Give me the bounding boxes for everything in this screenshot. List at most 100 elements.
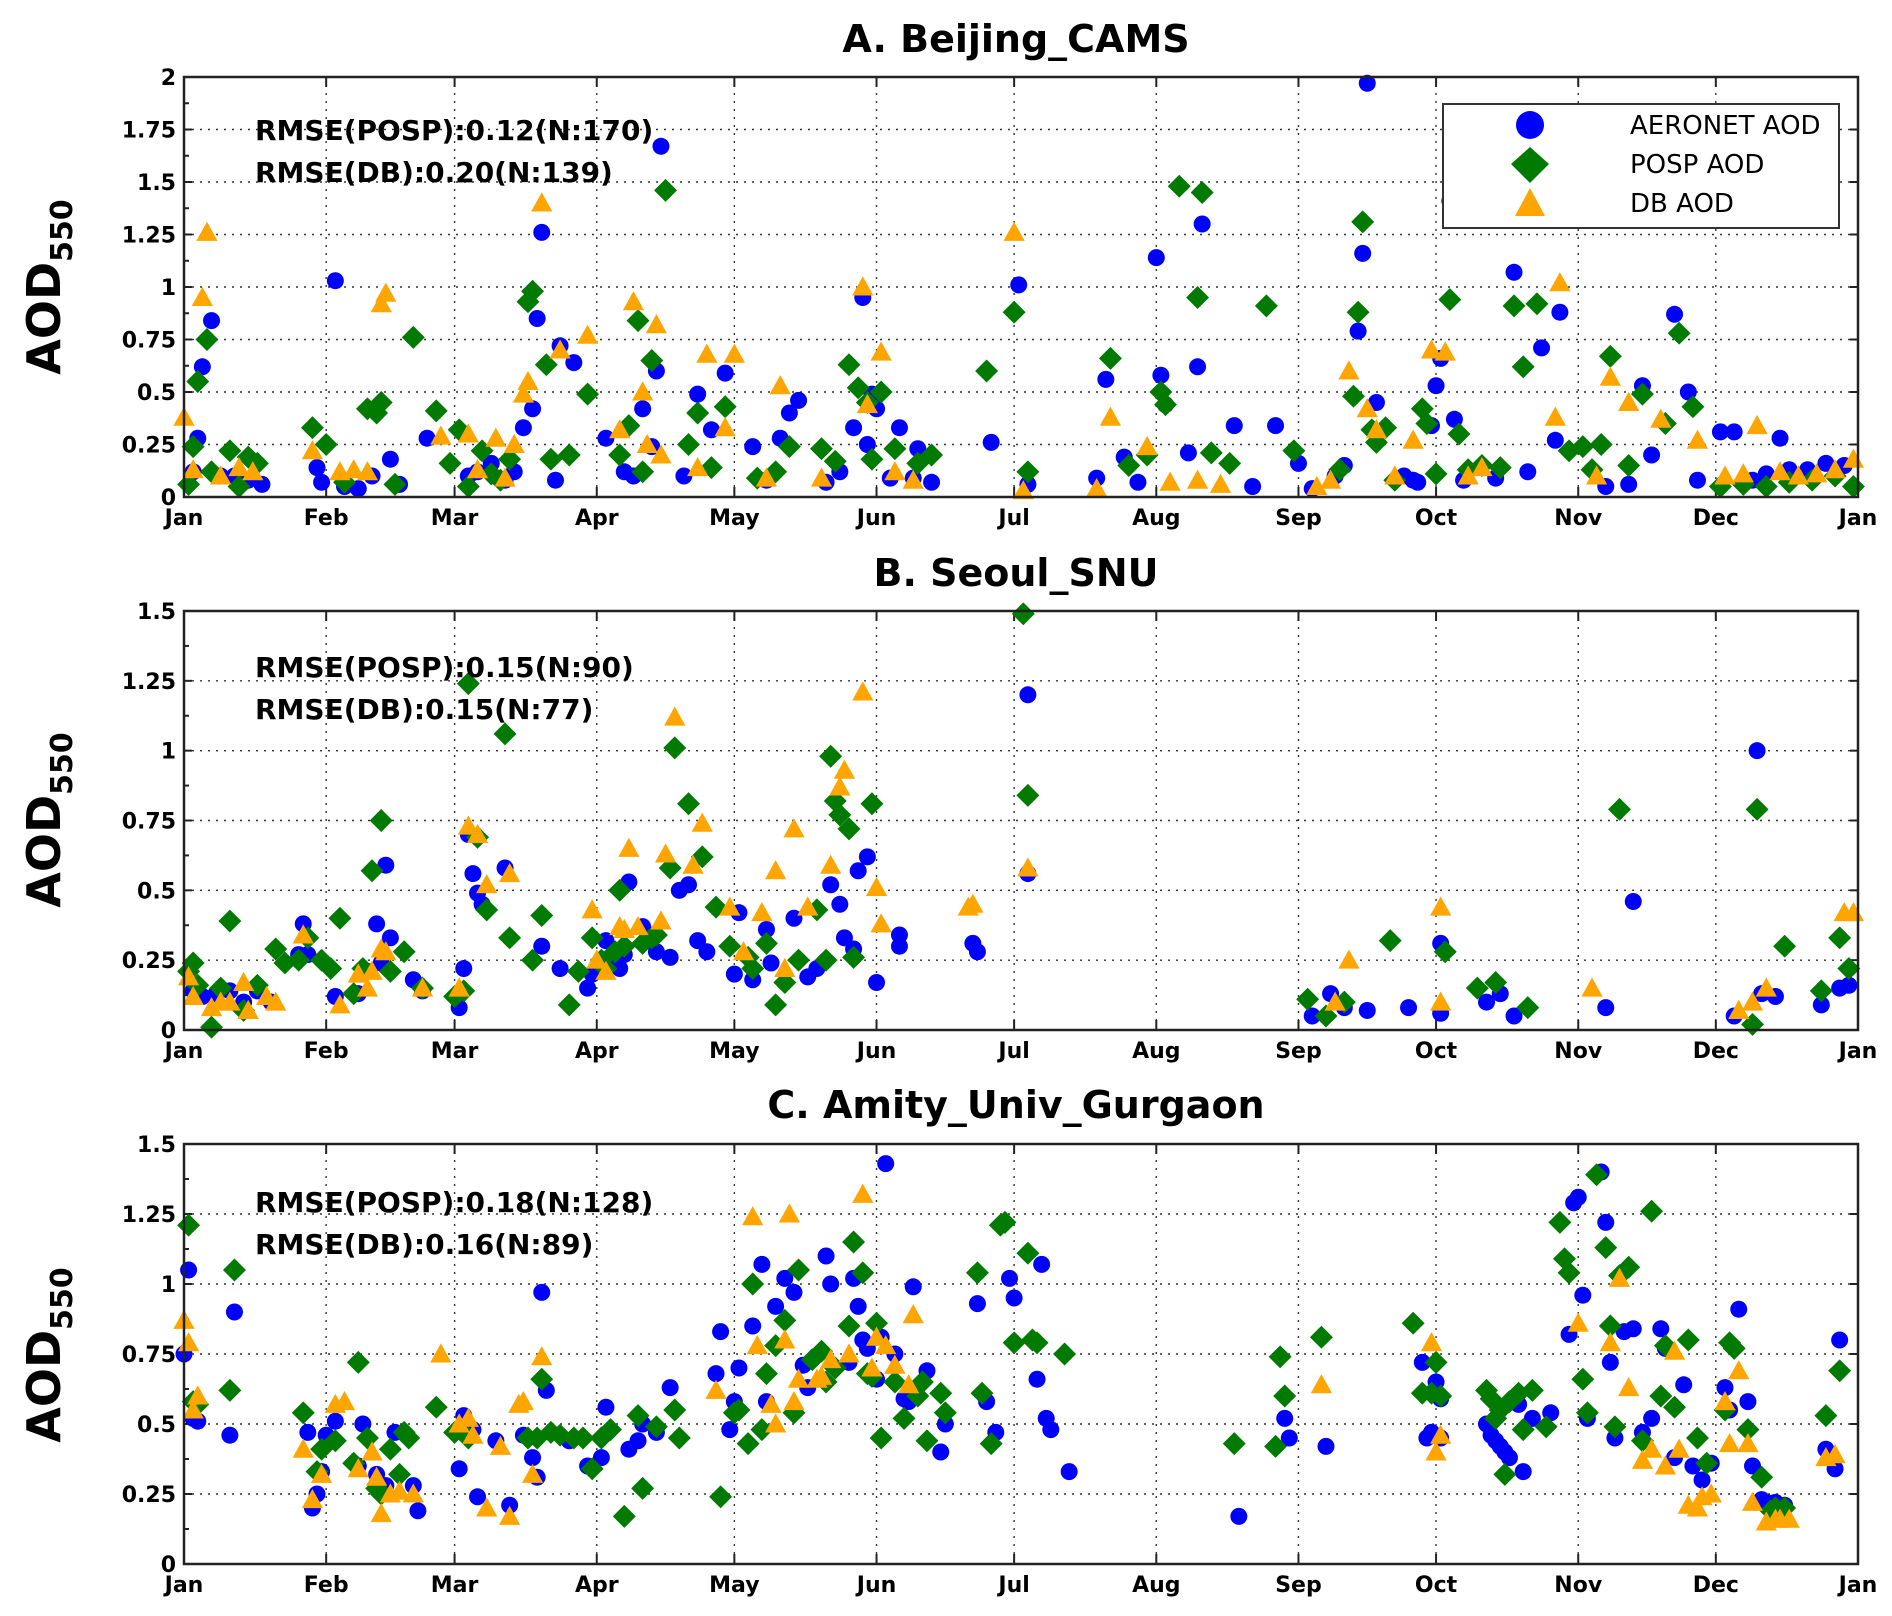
posp-point xyxy=(346,1350,370,1374)
aeronet-point xyxy=(634,400,652,418)
db-point xyxy=(485,427,507,447)
posp-point xyxy=(475,898,499,922)
aeronet-point xyxy=(1367,394,1385,411)
posp-point xyxy=(530,1367,554,1391)
db-point xyxy=(1003,221,1025,241)
posp-point xyxy=(1484,971,1508,994)
x-tick-label: Aug xyxy=(1132,1039,1180,1064)
db-point xyxy=(746,1334,768,1355)
db-point xyxy=(723,343,745,363)
posp-point xyxy=(355,397,379,421)
db-point xyxy=(489,1435,512,1455)
db-point xyxy=(200,997,223,1017)
db-point xyxy=(898,1374,920,1394)
x-tick-label: Jun xyxy=(855,1573,897,1598)
db-point xyxy=(1434,341,1456,361)
posp-point xyxy=(1814,1404,1838,1428)
x-tick-label: Mar xyxy=(431,1573,479,1598)
posp-point xyxy=(754,931,778,955)
x-tick-label: Aug xyxy=(1132,1573,1180,1598)
db-point xyxy=(1365,419,1388,439)
x-tick-label: Jul xyxy=(996,1573,1029,1598)
aeronet-point xyxy=(514,419,532,437)
aeronet-point xyxy=(1152,366,1170,384)
panel-b-seoul: B. Seoul_SNU AOD550 0 0.25 0.5 0.75 1 1.25 1.5… xyxy=(17,551,1877,1064)
y-tick-label: 0.75 xyxy=(122,329,176,354)
aeronet-point xyxy=(1624,1320,1642,1338)
posp-point xyxy=(1309,1325,1333,1349)
posp-point xyxy=(401,325,425,349)
db-point xyxy=(448,977,470,997)
db-point xyxy=(343,459,365,479)
db-point xyxy=(810,467,833,487)
posp-point xyxy=(273,951,297,975)
aeronet-point xyxy=(1666,305,1684,323)
db-point xyxy=(375,282,397,302)
db-point xyxy=(902,1304,924,1324)
svg-text:AOD550: AOD550 xyxy=(17,732,80,908)
posp-point xyxy=(933,1401,957,1425)
posp-point xyxy=(929,1381,953,1405)
posp-point xyxy=(1603,1415,1627,1439)
posp-point xyxy=(1585,1163,1609,1187)
posp-point xyxy=(222,1258,246,1282)
aeronet-point xyxy=(528,310,546,327)
posp-point xyxy=(1053,1342,1077,1366)
aeronet-point xyxy=(1546,431,1564,449)
posp-point xyxy=(1351,210,1375,234)
aeronet-point xyxy=(1840,976,1858,994)
db-point xyxy=(765,860,787,880)
posp-point xyxy=(1676,1328,1700,1352)
posp-point xyxy=(456,475,480,498)
posp-point xyxy=(1264,1434,1288,1458)
db-point xyxy=(191,286,213,306)
posp-point xyxy=(1011,602,1035,626)
posp-point xyxy=(906,1384,930,1408)
posp-point xyxy=(1016,1241,1040,1265)
aeronet-point xyxy=(1358,74,1376,92)
db-point xyxy=(1663,1340,1686,1360)
posp-point xyxy=(1424,462,1448,486)
db-point xyxy=(1686,1497,1709,1517)
aeronet-point xyxy=(716,364,734,382)
db-point xyxy=(182,459,204,479)
x-tick-label: Apr xyxy=(575,506,619,531)
posp-point xyxy=(314,433,338,456)
posp-point xyxy=(1016,783,1040,807)
db-point xyxy=(861,1357,883,1377)
aeronet-point xyxy=(1533,339,1551,357)
db-point xyxy=(402,1483,424,1503)
db-point xyxy=(742,1206,764,1226)
posp-point xyxy=(388,1462,412,1486)
posp-point xyxy=(1640,1199,1664,1223)
aeronet-point xyxy=(629,1432,647,1450)
db-point xyxy=(310,1463,333,1483)
posp-point xyxy=(424,1395,448,1419)
posp-point xyxy=(658,856,682,880)
db-point xyxy=(499,862,521,883)
db-point xyxy=(1718,1432,1741,1453)
x-tick-label: Mar xyxy=(431,1039,479,1064)
posp-point xyxy=(1594,1236,1618,1260)
db-point xyxy=(333,1390,356,1411)
db-point xyxy=(1567,1312,1589,1332)
posp-point xyxy=(910,1370,934,1394)
posp-point xyxy=(1254,294,1278,318)
db-point xyxy=(1778,1508,1800,1528)
posp-point xyxy=(1493,1462,1517,1486)
y-axis-label-main: AOD xyxy=(17,795,71,908)
db-point xyxy=(870,913,892,933)
aeronet-point xyxy=(909,440,927,458)
db-point xyxy=(1824,459,1846,479)
db-point xyxy=(499,1505,521,1525)
aeronet-point xyxy=(533,1283,551,1301)
db-point xyxy=(531,1346,553,1366)
aeronet-point xyxy=(349,480,367,498)
db-point xyxy=(595,960,617,980)
aeronet-point xyxy=(1675,1376,1693,1394)
aeronet-point xyxy=(707,1365,725,1383)
aeronet-point xyxy=(1409,473,1427,491)
axis-ticks: 0 0.25 0.5 0.75 1 1.25 1.5 Jan Feb Mar Apr May Jun Ju… xyxy=(122,600,1878,1064)
db-point xyxy=(187,1385,209,1405)
db-point xyxy=(182,985,204,1005)
